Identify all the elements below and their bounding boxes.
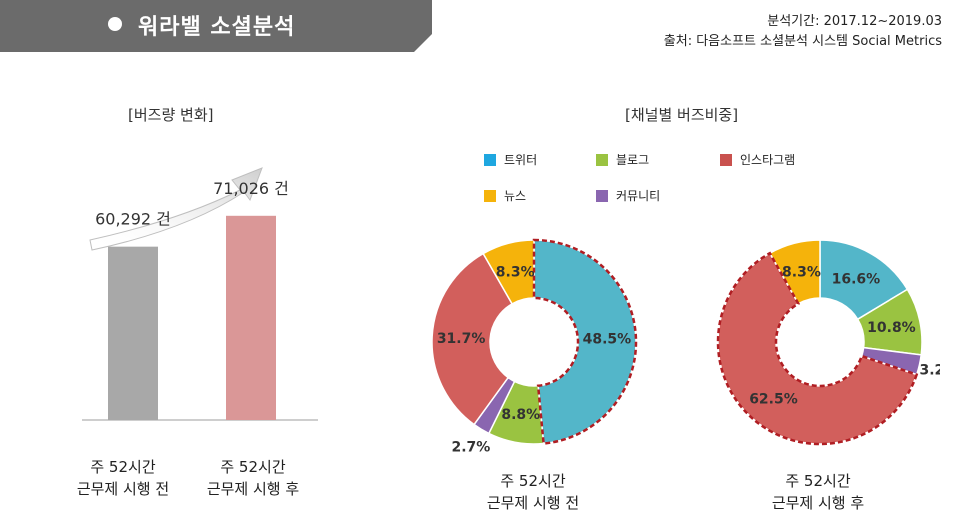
bar [108, 246, 158, 420]
donut-slice-label: 16.6% [832, 271, 881, 287]
buzz-volume-title: [버즈량 변화] [128, 106, 214, 124]
legend-label: 인스타그램 [740, 153, 796, 167]
donut-slice [768, 239, 821, 305]
bar [226, 215, 276, 420]
bar-value-label: 71,026 건 [213, 179, 289, 198]
legend-swatch [484, 153, 496, 166]
data-source: 출처: 다음소프트 소셜분석 시스템 Social Metrics [663, 34, 942, 49]
donut-slice-label: 10.8% [867, 320, 916, 336]
bar-value-label: 60,292 건 [95, 210, 171, 229]
legend-item: 트위터 [484, 151, 537, 168]
donut-slice-label: 8.3% [496, 264, 535, 280]
bullet-icon [108, 17, 122, 31]
donut-slice-label: 2.7% [451, 439, 490, 455]
page-title: 워라밸 소셜분석 [138, 15, 296, 40]
legend-label: 커뮤니티 [616, 189, 661, 203]
growth-arrow-icon [89, 167, 263, 251]
donut-slice-label: 3.2% [919, 362, 940, 378]
donut-slice-label: 31.7% [437, 331, 486, 347]
donut-slice-label: 8.3% [782, 264, 821, 280]
donut-highlight-outline [716, 251, 919, 446]
donut-chart-after: 16.6% 10.8% 3.2% 62.5% 8.3% [716, 239, 940, 446]
legend-swatch [720, 153, 732, 166]
legend-item: 뉴스 [484, 187, 526, 204]
meta-info: 분석기간: 2017.12~2019.03 출처: 다음소프트 소셜분석 시스템… [664, 12, 942, 52]
legend-swatch [596, 153, 608, 166]
donut-slice-label: 62.5% [749, 391, 798, 407]
legend-label: 블로그 [616, 153, 650, 167]
legend-label: 트위터 [504, 153, 538, 167]
donut-slice-label: 48.5% [583, 332, 632, 348]
donut-highlight-outline [532, 238, 638, 445]
donut-caption-before: 주 52시간 근무제 시행 전 [486, 472, 580, 512]
title-bar-shape [0, 0, 432, 52]
legend-swatch [484, 189, 496, 202]
donut-slice [431, 252, 514, 426]
bar-x-label-before: 주 52시간 근무제 시행 전 [53, 456, 193, 500]
legend-item: 커뮤니티 [596, 187, 660, 204]
bar-x-label-text: 주 52시간 근무제 시행 후 [206, 458, 300, 498]
donut-chart-before: 48.5% 8.8% 2.7% 31.7% 8.3% [431, 238, 638, 455]
donut-caption-after: 주 52시간 근무제 시행 후 [771, 472, 865, 512]
bar-x-label-after: 주 52시간 근무제 시행 후 [183, 456, 323, 500]
donut-slice-label: 8.8% [501, 407, 540, 423]
legend-label: 뉴스 [504, 189, 527, 203]
channel-share-title: [채널별 버즈비중] [625, 106, 739, 124]
analysis-period: 분석기간: 2017.12~2019.03 [767, 14, 942, 29]
bar-x-label-text: 주 52시간 근무제 시행 전 [76, 458, 170, 498]
legend-item: 블로그 [596, 151, 649, 168]
bar-chart: 60,292 건 71,026 건 [82, 167, 318, 421]
title-bar: 워라밸 소셜분석 [0, 0, 432, 52]
legend-item: 인스타그램 [720, 151, 795, 168]
legend-swatch [596, 189, 608, 202]
